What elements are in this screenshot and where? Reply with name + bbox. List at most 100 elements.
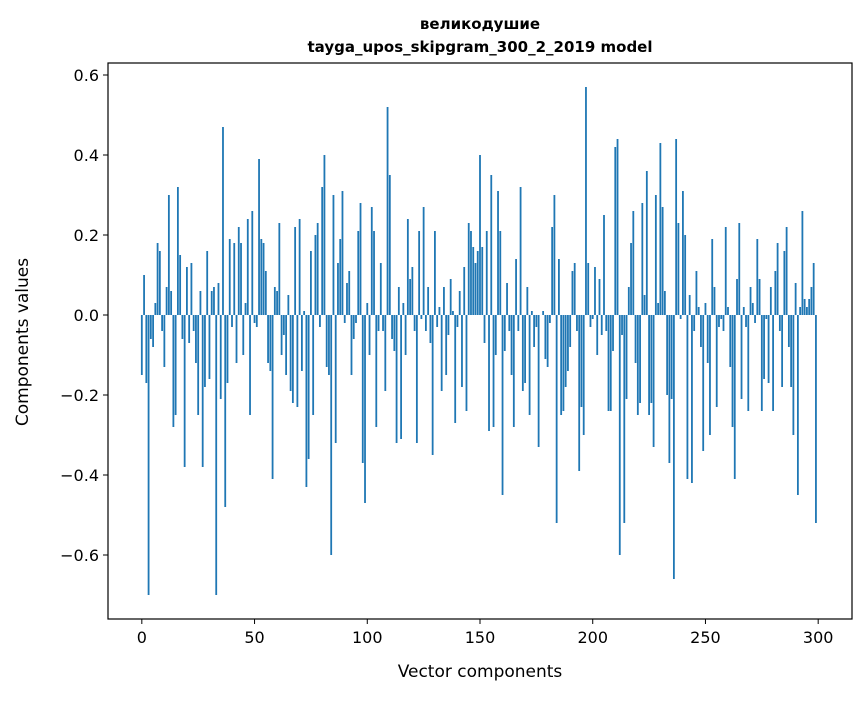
bar <box>228 239 231 315</box>
bar <box>458 291 461 315</box>
bar <box>240 243 242 315</box>
bar <box>208 315 211 379</box>
bar <box>244 303 247 315</box>
y-tick-label: −0.6 <box>60 546 99 565</box>
bar <box>215 315 218 595</box>
bar <box>483 315 486 343</box>
bar <box>625 315 628 399</box>
bar <box>551 227 554 315</box>
bar <box>384 315 387 391</box>
bar <box>346 283 348 315</box>
bar <box>334 315 337 443</box>
bar <box>781 315 784 387</box>
bar <box>727 307 729 315</box>
bar <box>616 139 619 315</box>
bar <box>772 315 774 411</box>
bar <box>395 315 398 443</box>
bar <box>688 295 691 315</box>
bar <box>776 243 779 315</box>
bar <box>255 315 258 327</box>
bar <box>316 223 319 315</box>
bar <box>733 315 736 479</box>
bar <box>222 127 224 315</box>
bar <box>736 279 738 315</box>
bar <box>682 191 684 315</box>
bar <box>596 315 599 355</box>
bar <box>348 271 351 315</box>
bar <box>530 311 533 315</box>
bar <box>686 315 689 479</box>
bar <box>204 315 206 387</box>
y-axis-label: Components values <box>13 258 33 426</box>
bar <box>754 315 756 323</box>
bar <box>542 311 545 315</box>
bar <box>618 315 621 555</box>
bar <box>758 279 761 315</box>
x-tick-label: 300 <box>803 628 834 647</box>
bar <box>140 315 143 375</box>
bar <box>700 315 702 347</box>
bar <box>639 315 641 403</box>
bar <box>546 315 549 367</box>
y-tick-label: 0.6 <box>74 66 99 85</box>
bar <box>553 195 556 315</box>
bar <box>738 223 741 315</box>
bar <box>765 315 768 319</box>
bar <box>544 315 547 359</box>
bar <box>535 315 538 327</box>
bar <box>323 155 326 315</box>
bar <box>756 239 759 315</box>
bar <box>479 155 481 315</box>
bar <box>167 195 170 315</box>
bar <box>296 315 299 407</box>
bar <box>704 303 707 315</box>
bar <box>526 287 529 315</box>
bar <box>742 307 745 315</box>
bar <box>172 315 175 427</box>
bar <box>382 315 384 331</box>
bar <box>652 315 655 447</box>
bar <box>517 315 520 331</box>
bar <box>406 219 409 315</box>
bar <box>350 315 353 375</box>
bar <box>361 315 364 463</box>
y-tick-label: 0.4 <box>74 146 99 165</box>
bar <box>684 235 687 315</box>
bar <box>515 259 517 315</box>
bar <box>397 287 400 315</box>
bar <box>242 315 245 355</box>
bar <box>163 315 166 367</box>
bar <box>147 315 150 595</box>
bar <box>621 315 623 335</box>
bar <box>675 139 678 315</box>
bar <box>562 315 565 411</box>
bar <box>679 315 682 319</box>
bar <box>657 303 660 315</box>
bar <box>332 195 335 315</box>
bar <box>555 315 558 523</box>
bar <box>512 315 515 427</box>
bar <box>524 315 526 383</box>
bar <box>404 315 407 355</box>
bar <box>697 307 700 315</box>
bar <box>718 315 720 327</box>
bar <box>573 263 576 315</box>
bar <box>391 315 393 339</box>
y-axis: 0.6 0.4 0.2 0.0 −0.2 −0.4 −0.6 <box>60 66 108 565</box>
bar <box>463 267 466 315</box>
bar <box>375 315 378 427</box>
bar <box>233 243 236 315</box>
bar <box>276 291 278 315</box>
bar <box>260 239 263 315</box>
bar <box>402 303 405 315</box>
bar <box>558 259 560 315</box>
bar <box>170 291 173 315</box>
bar <box>503 315 506 351</box>
bar <box>799 307 802 315</box>
bar <box>499 231 502 315</box>
bar <box>650 315 653 403</box>
bar <box>648 315 650 415</box>
bar <box>152 315 154 347</box>
bar <box>815 315 817 523</box>
bar <box>282 315 285 335</box>
